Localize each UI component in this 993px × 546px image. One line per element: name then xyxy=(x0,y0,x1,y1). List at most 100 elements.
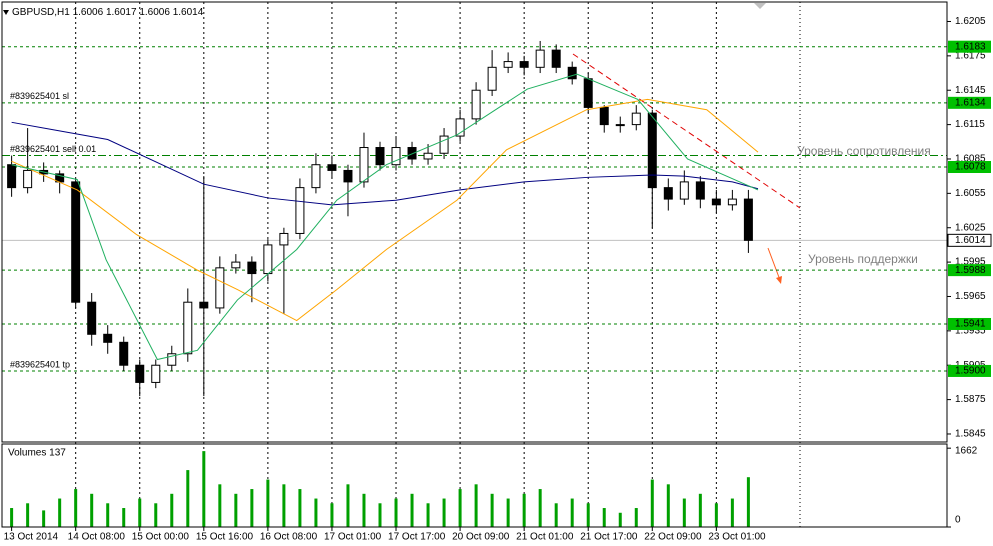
volume-bar xyxy=(474,484,478,527)
y-tick-label: 1.6115 xyxy=(955,119,985,130)
y-tick-label: 1.6175 xyxy=(955,50,986,61)
volume-bar xyxy=(730,498,734,527)
x-tick-label: 21 Oct 17:00 xyxy=(580,532,638,543)
symbol: GBPUSD,H1 xyxy=(12,7,70,18)
volume-bar xyxy=(570,498,574,527)
volume-bar xyxy=(698,493,702,527)
frame xyxy=(1,1,948,528)
candle-body xyxy=(663,187,673,200)
candle-body xyxy=(343,169,353,183)
volume-bar xyxy=(250,489,254,527)
level-box xyxy=(948,317,991,330)
volume-bar xyxy=(426,503,430,527)
candle-body xyxy=(503,61,513,68)
level-label: 1.5988 xyxy=(955,265,986,276)
volume-bar xyxy=(490,493,494,527)
volume-bar xyxy=(90,493,94,527)
volume-bar xyxy=(378,503,382,527)
volume-bar xyxy=(170,493,174,527)
candle-body xyxy=(87,301,97,335)
header-arrow xyxy=(3,10,9,15)
candle-body xyxy=(183,301,193,355)
y-tick-label: 1.6025 xyxy=(955,222,986,233)
candle-body xyxy=(455,118,465,137)
quote-low: 1.6006 xyxy=(139,7,170,18)
volume-bar xyxy=(154,503,158,527)
level-box xyxy=(948,161,991,173)
bid-label: 1.6014 xyxy=(955,235,986,246)
candle-body xyxy=(679,181,689,200)
candle-body xyxy=(567,66,577,80)
level-name: #839625401 tp xyxy=(10,359,70,369)
volume-bar xyxy=(266,479,270,527)
volume-bar xyxy=(362,493,366,527)
x-tick-label: 20 Oct 09:00 xyxy=(452,532,510,543)
volume-bar xyxy=(506,498,510,527)
volume-bar xyxy=(346,484,350,527)
volume-bar xyxy=(714,503,718,527)
arrow-line xyxy=(767,247,781,281)
price-pane xyxy=(1,1,948,443)
candle-body xyxy=(375,147,385,166)
volume-label: Volumes 137 xyxy=(8,448,66,459)
y-tick-label: 1.6085 xyxy=(955,154,986,165)
volume-bar xyxy=(538,489,542,527)
candle-body xyxy=(71,181,81,303)
candle-body xyxy=(727,198,737,206)
candle-body xyxy=(23,169,33,189)
x-tick-label: 15 Oct 00:00 xyxy=(132,532,190,543)
volume-bar xyxy=(74,489,78,527)
candle-body xyxy=(743,198,753,241)
candle-body xyxy=(135,364,145,383)
x-tick-label: 21 Oct 01:00 xyxy=(516,532,574,543)
x-tick-label: 17 Oct 01:00 xyxy=(324,532,382,543)
y-tick-label: 1.6145 xyxy=(955,85,986,96)
order-name: #839625401 sell 0.01 xyxy=(10,144,96,154)
candle-body xyxy=(167,353,177,366)
y-tick-label: 1.6205 xyxy=(955,16,986,27)
y-tick-label: 1.5845 xyxy=(955,429,986,440)
candle-body xyxy=(599,106,609,126)
moving-average xyxy=(11,73,759,361)
quote-open: 1.6006 xyxy=(73,7,104,18)
candle-body xyxy=(295,187,305,234)
volume-tick-label: 0 xyxy=(955,515,961,526)
volume-bar xyxy=(634,508,638,527)
level-label: 1.6134 xyxy=(955,97,986,108)
level-box xyxy=(948,364,991,377)
volume-bar xyxy=(298,489,302,527)
level-label: 1.5941 xyxy=(955,319,986,330)
candle-body xyxy=(247,261,257,275)
level-label: 1.6078 xyxy=(955,162,986,173)
volume-bar xyxy=(602,508,606,527)
bid-box xyxy=(947,233,992,247)
level-name: #839625401 sl xyxy=(10,91,69,101)
x-tick-label: 13 Oct 2014 xyxy=(4,532,59,543)
volume-bar xyxy=(186,470,190,527)
volume-bar xyxy=(282,484,286,527)
volume-tick-label: 1662 xyxy=(955,446,978,457)
volume-bar xyxy=(410,493,414,527)
x-tick-label: 16 Oct 08:00 xyxy=(260,532,318,543)
quote-high: 1.6017 xyxy=(106,7,137,18)
chart-header: GBPUSD,H1 1.6006 1.6017 1.6006 1.6014 xyxy=(12,7,204,18)
candle-body xyxy=(151,364,161,383)
volume-bar xyxy=(666,484,670,527)
candle-body xyxy=(215,267,225,309)
candle-body xyxy=(695,181,705,200)
candle-body xyxy=(647,112,657,189)
candle-body xyxy=(487,66,497,91)
candle-body xyxy=(535,49,545,68)
y-tick-label: 1.6055 xyxy=(955,188,986,199)
candle-body xyxy=(615,124,625,127)
candle-body xyxy=(279,232,289,246)
volume-bar xyxy=(234,493,238,527)
candle-body xyxy=(263,244,273,275)
candle-body xyxy=(391,147,401,166)
volume-bar xyxy=(458,489,462,527)
moving-average xyxy=(11,121,759,206)
volume-bar xyxy=(58,498,62,527)
x-tick-label: 14 Oct 08:00 xyxy=(68,532,126,543)
y-tick-label: 1.5875 xyxy=(955,394,986,405)
